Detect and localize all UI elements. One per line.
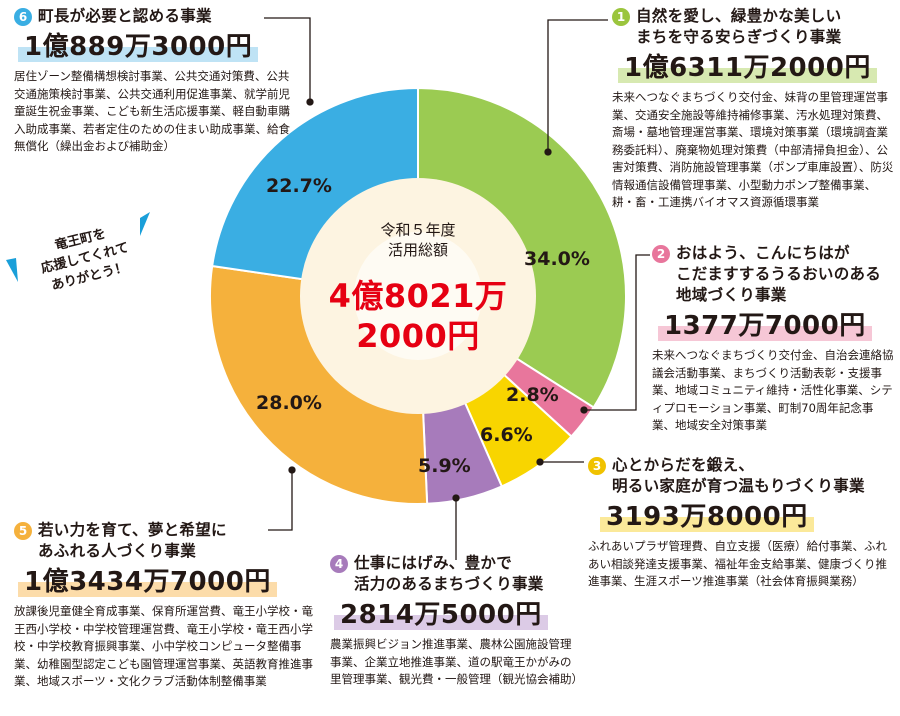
- project-4-amount-wrap: 2814万5000円: [334, 595, 548, 630]
- pct-label-4: 5.9%: [418, 455, 471, 477]
- center-caption: 活用総額: [387, 241, 448, 259]
- project-4-amount: 2814万5000円: [340, 600, 542, 630]
- project-4: 4 仕事にはげみ、豊かで 活力のあるまちづくり事業 2814万5000円 農業振…: [330, 553, 583, 689]
- project-5-desc: 放課後児童健全育成事業、保育所運営費、竜王小学校・竜王西小学校・中学校管理運営費…: [14, 604, 313, 688]
- project-5: 5 若い力を育て、夢と希望に あふれる人づくり事業 1億3434万7000円 放…: [14, 520, 314, 691]
- project-1-title: 自然を愛し、緑豊かな美しい まちを守る安らぎづくり事業: [636, 7, 842, 46]
- leader-4-dot: [452, 494, 460, 502]
- project-3: 3 心とからだを鍛え、 明るい家庭が育つ温もりづくり事業 3193万8000円 …: [588, 455, 896, 591]
- pct-label-3: 6.6%: [480, 424, 533, 446]
- pct-label-6: 22.7%: [266, 175, 332, 197]
- badge-3: 3: [588, 457, 606, 475]
- cheer-mark-right: [140, 212, 150, 236]
- badge-1: 1: [612, 8, 630, 26]
- pct-label-5: 28.0%: [256, 392, 322, 414]
- project-2-amount: 1377万7000円: [664, 311, 866, 341]
- project-1-amount: 1億6311万2000円: [624, 53, 871, 83]
- project-5-title: 若い力を育て、夢と希望に あふれる人づくり事業: [38, 521, 227, 560]
- cheer-mark-left: [6, 258, 18, 282]
- project-3-amount-wrap: 3193万8000円: [600, 497, 814, 532]
- project-2-desc: 未来へつなぐまちづくり交付金、自治会連絡協議会活動事業、まちづくり活動表彰・支援…: [652, 348, 894, 432]
- project-6-desc: 居住ゾーン整備構想検討事業、公共交通対策費、公共交通施策検討事業、公共交通利用促…: [14, 69, 290, 153]
- leader-2: [584, 254, 650, 411]
- project-5-amount-wrap: 1億3434万7000円: [18, 562, 277, 597]
- project-3-title: 心とからだを鍛え、 明るい家庭が育つ温もりづくり事業: [612, 456, 865, 495]
- project-4-desc: 農業振興ビジョン推進事業、農林公園施設管理事業、企業立地推進事業、道の駅竜王かが…: [330, 637, 583, 686]
- badge-6: 6: [14, 8, 32, 26]
- center-year: 令和５年度: [380, 221, 456, 239]
- center-total-line2: 2000円: [356, 317, 480, 355]
- leader-5: [268, 470, 293, 531]
- project-5-amount: 1億3434万7000円: [24, 567, 271, 597]
- project-1-desc: 未来へつなぐまちづくり交付金、妹背の里管理運営事業、交通安全施設等維持補修事業、…: [612, 90, 894, 209]
- project-2-amount-wrap: 1377万7000円: [658, 306, 872, 341]
- center-total: 4億8021万 2000円: [300, 276, 536, 356]
- leader-6: [264, 17, 311, 102]
- project-6-amount: 1億889万3000円: [24, 32, 253, 62]
- leader-2-dot: [580, 406, 588, 414]
- leader-1-dot: [544, 148, 552, 156]
- leader-6-dot: [306, 98, 314, 106]
- project-6-amount-wrap: 1億889万3000円: [18, 27, 259, 62]
- badge-4: 4: [330, 555, 348, 573]
- leader-1: [547, 19, 608, 152]
- badge-5: 5: [14, 522, 32, 540]
- pct-label-2: 2.8%: [506, 384, 559, 406]
- project-3-amount: 3193万8000円: [606, 502, 808, 532]
- project-6: 6 町長が必要と認める事業 1億889万3000円 居住ゾーン整備構想検討事業、…: [14, 6, 296, 156]
- leader-5-dot: [288, 466, 296, 474]
- project-4-title: 仕事にはげみ、豊かで 活力のあるまちづくり事業: [354, 554, 544, 593]
- project-1-amount-wrap: 1億6311万2000円: [618, 48, 877, 83]
- leader-3-dot: [536, 458, 544, 466]
- center-total-line1: 4億8021万: [328, 277, 508, 315]
- project-3-desc: ふれあいプラザ管理費、自立支援（医療）給付事業、ふれあい相談発達支援事業、福祉年…: [588, 539, 887, 588]
- badge-2: 2: [652, 245, 670, 263]
- center-label: 令和５年度 活用総額: [348, 220, 488, 260]
- project-6-title: 町長が必要と認める事業: [38, 7, 212, 25]
- project-1: 1 自然を愛し、緑豊かな美しい まちを守る安らぎづくり事業 1億6311万200…: [612, 6, 896, 212]
- pct-label-1: 34.0%: [524, 248, 590, 270]
- project-2: 2 おはよう、こんにちはが こだますするうるおいのある 地域づくり事業 1377…: [652, 243, 896, 435]
- donut-hole-inner: [354, 232, 482, 360]
- project-2-title: おはよう、こんにちはが こだますするうるおいのある 地域づくり事業: [676, 244, 882, 304]
